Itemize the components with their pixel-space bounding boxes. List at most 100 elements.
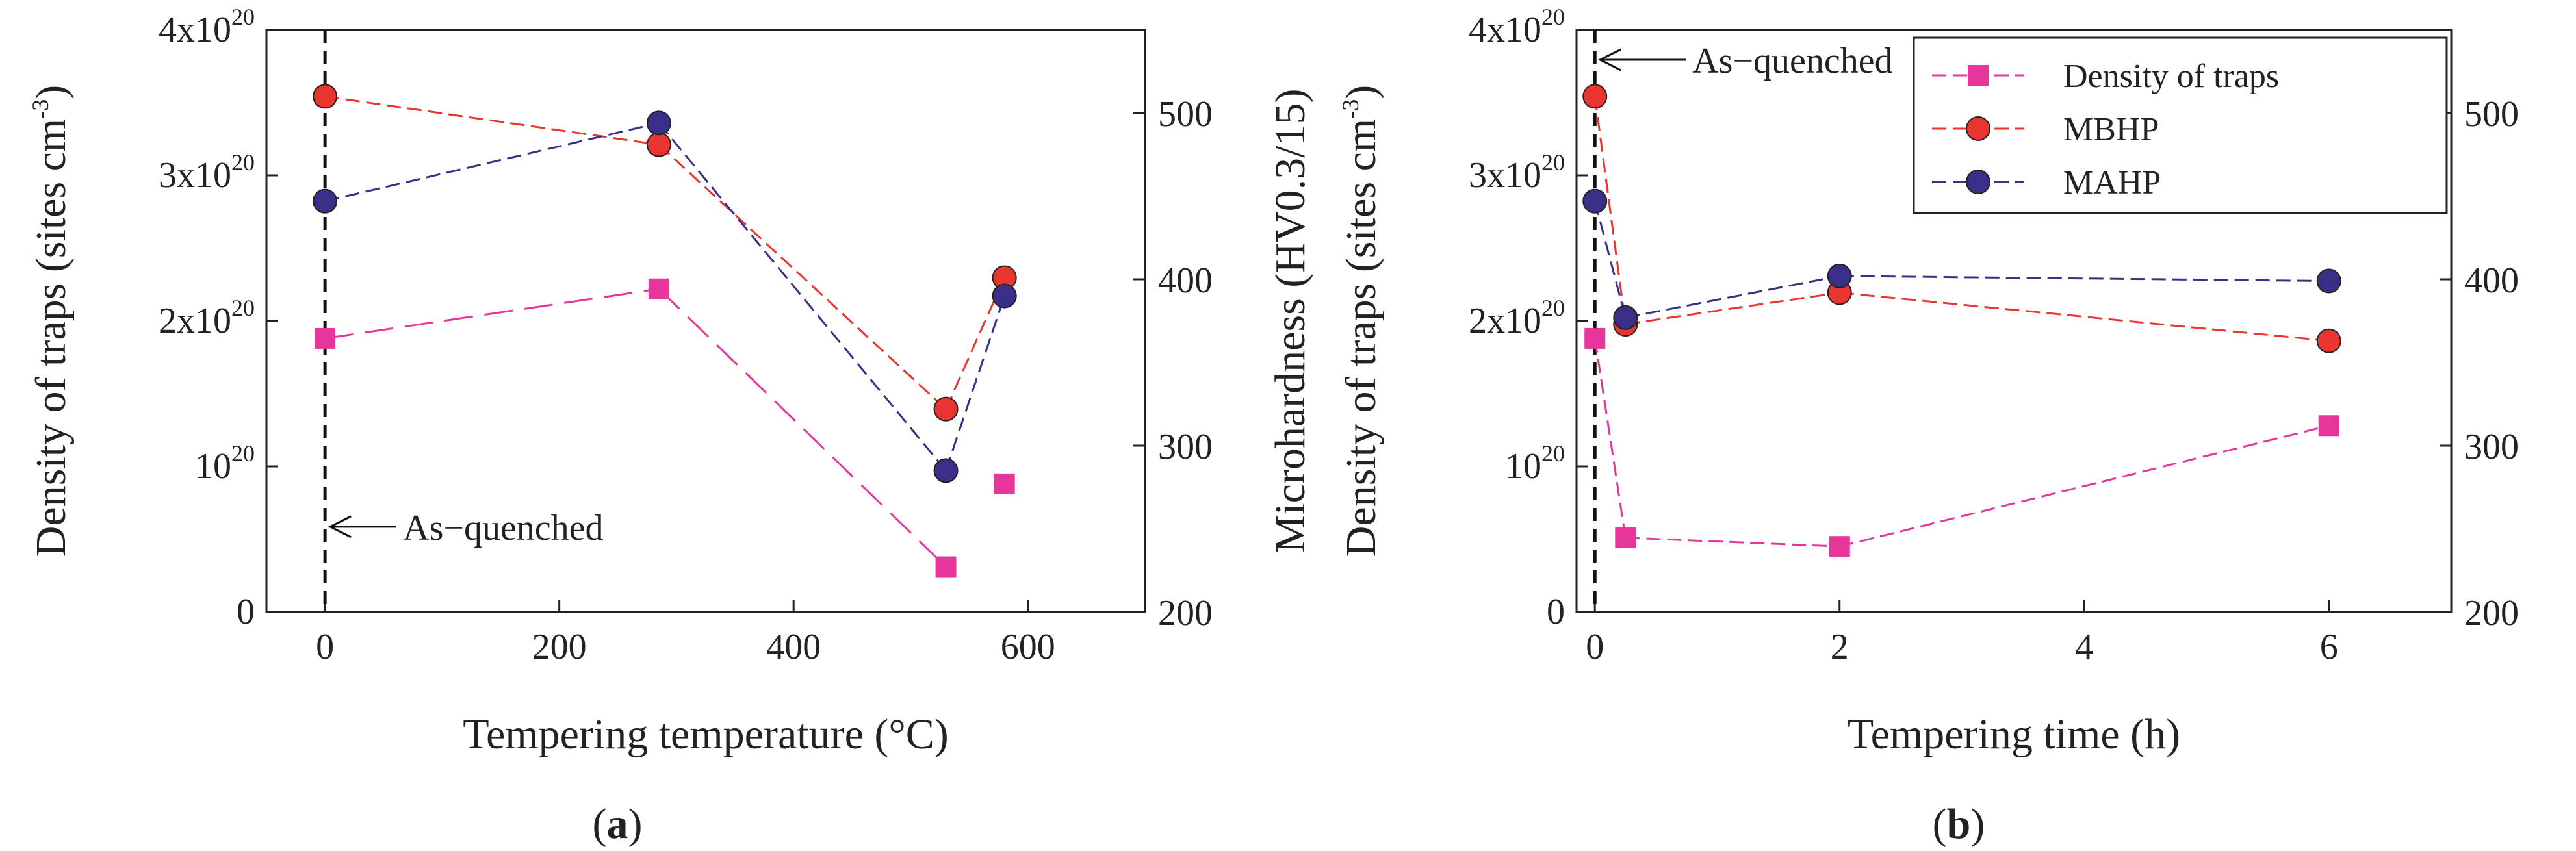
y-tick-exponent: 20	[231, 4, 255, 30]
legend-marker	[1968, 65, 1989, 86]
series-line-segment	[1839, 291, 2329, 342]
y-tick-label: 3x1020	[1469, 149, 1565, 196]
y-tick-base: 0	[237, 592, 255, 632]
legend-marker	[1966, 170, 1990, 194]
series-line-segment	[1593, 96, 1627, 325]
y-axis-label-ylabel: Density of traps (sites cm	[1337, 119, 1385, 557]
data-point	[1829, 536, 1850, 557]
chart-panel-a: 0 200 400 600010202x10203x10204x10202003004…	[27, 4, 1314, 848]
series-line-segment	[1593, 201, 1627, 318]
y-axis-label-ylabel-close: )	[27, 85, 75, 99]
data-point	[1582, 84, 1608, 109]
data-point	[2318, 415, 2339, 437]
data-point	[313, 188, 338, 214]
y2-axis-label: Microhardness (HV0.3/15)	[1267, 89, 1314, 553]
series-line-segment	[324, 288, 660, 340]
y-tick-base: 2x10	[1469, 301, 1541, 341]
data-point	[933, 396, 959, 422]
series-line-segment	[324, 95, 660, 146]
data-point	[648, 278, 669, 299]
y-tick-label: 2x1020	[1469, 295, 1565, 341]
y-tick-label: 1020	[1505, 440, 1565, 487]
y2-axis-label: Microhardness (HV0.3/15)	[2573, 89, 2576, 553]
y-tick-exponent: 20	[1541, 440, 1565, 466]
x-axis-label: Tempering time (h)	[1848, 711, 2180, 758]
series-line-segment	[658, 288, 947, 568]
x-tick-label: 2	[1831, 627, 1849, 667]
y-axis-label-ylabel-close: )	[1337, 85, 1385, 99]
annotation-text: As−quenched	[1692, 41, 1892, 81]
series-line-segment	[1625, 291, 1840, 325]
y-tick-exponent: 20	[231, 440, 255, 466]
x-tick-label: 0	[316, 627, 334, 667]
legend-label: MBHP	[2063, 111, 2159, 148]
series-line-segment	[1625, 275, 1840, 319]
data-point	[1582, 188, 1608, 214]
data-point	[1584, 327, 1606, 349]
plot-frame	[265, 29, 1146, 613]
y-tick-base: 2x10	[159, 301, 231, 341]
series-mahp	[1582, 188, 2341, 330]
y-axis-label-ylabel: Density of traps (sites cm	[27, 119, 75, 557]
y2-tick-label: 500	[1158, 94, 1213, 134]
y-tick-label: 0	[1547, 592, 1565, 632]
y2-tick-label: 300	[2464, 427, 2519, 467]
legend-label: MAHP	[2063, 164, 2161, 201]
series-line-segment	[1625, 537, 1840, 548]
series-line-segment	[658, 144, 947, 410]
y-tick-label: 1020	[195, 440, 255, 487]
y-tick-exponent: 20	[1541, 149, 1565, 175]
series-line-segment	[324, 121, 660, 203]
y-tick-base: 10	[1505, 446, 1541, 487]
y2-tick-label: 400	[1158, 260, 1213, 301]
series-density-of-traps	[315, 278, 1015, 578]
x-tick-label: 600	[1001, 627, 1055, 667]
y-tick-base: 3x10	[1469, 155, 1541, 196]
y-tick-label: 0	[237, 592, 255, 632]
y-tick-label: 4x1020	[1469, 4, 1565, 50]
data-point	[935, 556, 957, 578]
series-line-segment	[1839, 424, 2330, 548]
x-tick-label: 6	[2320, 627, 2338, 667]
legend-marker	[1966, 116, 1990, 141]
annotation-arrowhead	[328, 515, 352, 539]
y2-tick-label: 300	[1158, 427, 1213, 467]
y2-tick-label: 500	[2464, 94, 2519, 134]
series-line-segment	[945, 296, 1006, 471]
x-tick-label: 4	[2075, 627, 2093, 667]
data-point	[315, 327, 336, 349]
data-point	[313, 84, 338, 109]
series-mbhp	[1582, 84, 2341, 353]
panel-letter: b	[1947, 800, 1971, 848]
panel-label: (a)	[593, 800, 643, 848]
series-line-segment	[1839, 275, 2329, 283]
y-tick-base: 3x10	[159, 155, 231, 196]
legend-label: Density of traps	[2063, 58, 2279, 95]
y-axis-label-ylabel-sup: -3	[27, 99, 53, 119]
y-tick-exponent: 20	[231, 295, 255, 321]
series-line-segment	[658, 122, 947, 472]
data-point	[1615, 527, 1636, 548]
annotation-arrowhead	[1597, 48, 1621, 71]
y-axis-label: Density of traps (sites cm-3)	[27, 85, 75, 557]
legend-box	[1913, 36, 2448, 214]
data-point	[1613, 305, 1638, 330]
y-axis-label: Density of traps (sites cm-3)	[1337, 85, 1385, 557]
data-point	[2316, 268, 2341, 294]
x-tick-label: 200	[532, 627, 587, 667]
data-point	[646, 132, 671, 157]
x-axis-label: Tempering temperature (°C)	[463, 711, 948, 758]
data-point	[994, 473, 1015, 494]
y-tick-exponent: 20	[231, 149, 255, 175]
y-axis-label-ylabel-sup: -3	[1337, 99, 1363, 119]
series-density-of-traps	[1584, 327, 2339, 557]
panel-label: (b)	[1933, 800, 1985, 848]
x-tick-label: 0	[1586, 627, 1604, 667]
y-tick-label: 4x1020	[159, 4, 255, 50]
y-tick-base: 4x10	[159, 10, 231, 50]
y-tick-label: 3x1020	[159, 149, 255, 196]
data-point	[2316, 328, 2341, 353]
y-tick-base: 0	[1547, 592, 1565, 632]
series-line-segment	[945, 277, 1006, 410]
y-tick-label: 2x1020	[159, 295, 255, 341]
